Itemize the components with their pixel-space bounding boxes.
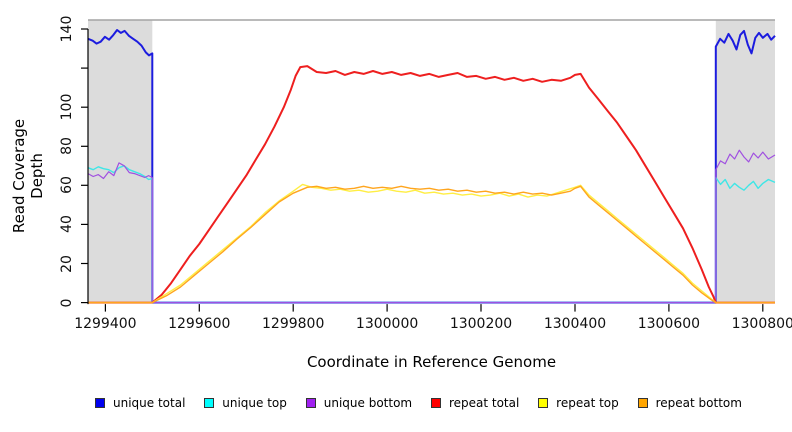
legend-swatch-repeat-bottom — [637, 398, 648, 408]
legend-swatch-unique-total — [95, 398, 105, 408]
x-tick-label: 1299800 — [262, 315, 325, 332]
series-repeat-bottom-line — [88, 185, 775, 304]
legend-label: unique top — [222, 396, 287, 410]
x-tick-label: 1300000 — [355, 315, 419, 332]
x-tick-label: 1300800 — [731, 315, 792, 332]
shaded-region-left-flank — [88, 20, 153, 303]
x-axis-title: Coordinate in Reference Genome — [306, 353, 557, 371]
y-tick-label: 60 — [59, 176, 75, 195]
y-tick-label: 40 — [59, 215, 75, 234]
x-tick-label: 1300200 — [449, 315, 513, 332]
legend-swatch-unique-top — [204, 398, 215, 408]
x-tick-label: 1300400 — [543, 315, 607, 332]
legend-swatch-unique-bottom — [305, 398, 316, 408]
x-tick-label: 1300600 — [637, 315, 701, 332]
legend-item: unique top — [204, 396, 287, 410]
legend-item: repeat bottom — [637, 396, 742, 410]
legend-label: repeat top — [556, 396, 619, 410]
legend-label: repeat bottom — [655, 396, 742, 410]
legend-label: unique bottom — [323, 396, 413, 410]
legend-label: unique total — [113, 396, 186, 410]
legend-item: repeat top — [538, 396, 619, 410]
legend-item: repeat total — [430, 396, 520, 410]
y-tick-label: 0 — [59, 298, 75, 308]
y-tick-label: 20 — [59, 254, 75, 273]
x-tick-label: 1299400 — [74, 315, 137, 332]
y-tick-label: 80 — [59, 137, 75, 156]
legend: unique total unique top unique bottom repea… — [95, 396, 742, 410]
legend-item: unique total — [95, 396, 185, 410]
series-repeat-total-line — [88, 65, 775, 304]
y-tick-label: 140 — [59, 15, 75, 43]
y-tick-label: 100 — [59, 93, 75, 121]
shaded-region-right-flank — [715, 20, 775, 303]
series-repeat-top-line — [88, 183, 775, 304]
x-tick-label: 1299600 — [168, 315, 231, 332]
legend-label: repeat total — [448, 396, 520, 410]
legend-item: unique bottom — [305, 396, 413, 410]
y-axis-title: Read Coverage Depth — [10, 118, 46, 234]
legend-swatch-repeat-total — [430, 398, 441, 408]
legend-swatch-repeat-top — [538, 398, 549, 408]
